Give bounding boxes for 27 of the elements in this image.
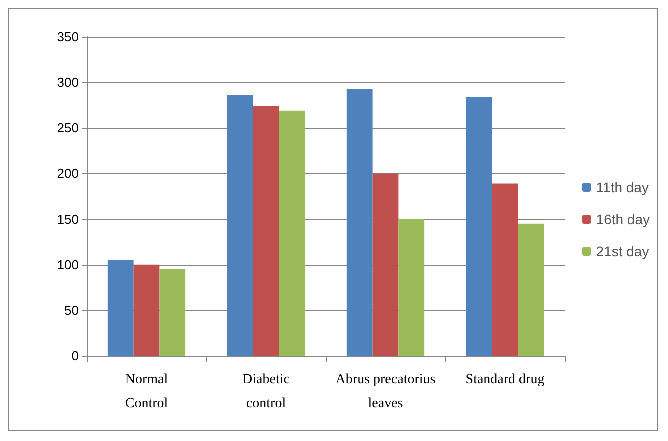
- y-tick-label: 350: [57, 30, 79, 44]
- y-tick-label: 300: [57, 75, 79, 90]
- bar: [227, 95, 254, 356]
- bar: [492, 184, 518, 356]
- x-tick-label: Normal Control: [125, 372, 168, 412]
- bar: [253, 106, 280, 356]
- bar: [518, 224, 544, 356]
- x-tick-label: Standard drug: [466, 372, 545, 388]
- bar: [134, 264, 160, 356]
- bar: [398, 219, 425, 356]
- legend-label: 11th day: [596, 180, 649, 196]
- y-tick-label: 0: [72, 348, 79, 364]
- bar: [466, 97, 492, 356]
- bar: [372, 174, 399, 356]
- y-tick-label: 100: [57, 257, 79, 272]
- bar: [108, 260, 134, 356]
- x-tick-label: Abrus precatorius leaves: [336, 372, 436, 412]
- legend-label: 21st day: [596, 244, 650, 260]
- y-tick-label: 50: [64, 302, 79, 318]
- bar: [160, 269, 186, 356]
- x-tick-label: Diabetic control: [242, 372, 290, 412]
- y-tick-label: 150: [57, 212, 79, 227]
- bar: [346, 88, 373, 356]
- y-tick-label: 200: [57, 166, 79, 182]
- bar: [279, 110, 306, 356]
- legend-label: 16th day: [596, 212, 650, 228]
- y-tick-label: 250: [57, 120, 79, 136]
